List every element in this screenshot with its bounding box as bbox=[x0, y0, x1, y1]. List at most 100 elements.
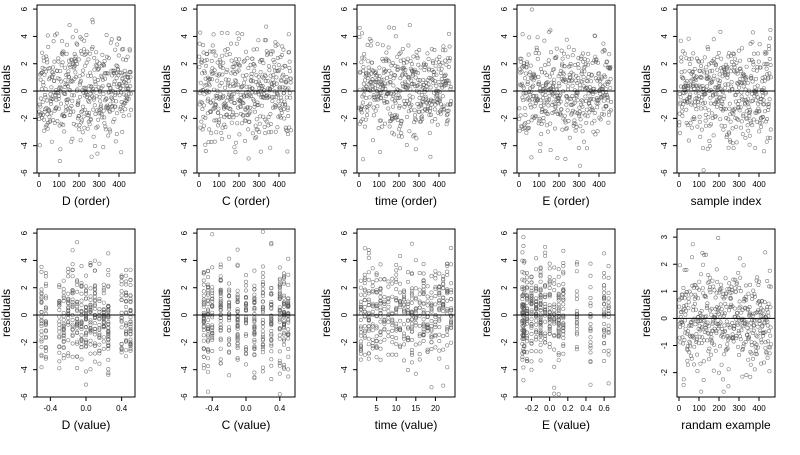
data-point bbox=[275, 92, 280, 97]
data-point bbox=[128, 348, 133, 353]
data-point bbox=[264, 119, 269, 124]
data-point bbox=[425, 284, 430, 289]
data-point bbox=[677, 120, 682, 125]
data-point bbox=[446, 31, 451, 36]
data-point bbox=[719, 326, 724, 331]
data-point bbox=[422, 68, 427, 73]
data-point bbox=[745, 91, 750, 96]
data-point bbox=[248, 109, 253, 114]
data-point bbox=[253, 80, 258, 85]
data-point bbox=[84, 60, 89, 65]
data-point bbox=[518, 59, 523, 64]
data-point bbox=[564, 126, 569, 131]
data-point bbox=[561, 248, 566, 253]
data-point bbox=[602, 327, 607, 332]
data-point bbox=[768, 127, 773, 132]
data-point bbox=[123, 81, 128, 86]
data-point bbox=[206, 339, 211, 344]
data-point bbox=[401, 308, 406, 313]
y-tick-label: 6 bbox=[340, 6, 349, 11]
data-point bbox=[115, 64, 120, 69]
data-point bbox=[751, 117, 756, 122]
data-point bbox=[678, 95, 683, 100]
data-point bbox=[388, 74, 393, 79]
data-point bbox=[767, 36, 772, 41]
data-point bbox=[366, 255, 371, 260]
data-point bbox=[70, 35, 75, 40]
data-point bbox=[128, 326, 133, 331]
x-axis-label: E (value) bbox=[542, 418, 590, 432]
data-point bbox=[445, 332, 450, 337]
data-point bbox=[281, 72, 286, 77]
data-point bbox=[101, 300, 106, 305]
data-point bbox=[725, 346, 730, 351]
data-point bbox=[223, 77, 228, 82]
data-point bbox=[360, 157, 365, 162]
data-point bbox=[411, 54, 416, 59]
data-point bbox=[70, 262, 75, 267]
data-point bbox=[685, 331, 690, 336]
data-point bbox=[706, 324, 711, 329]
data-point bbox=[417, 299, 422, 304]
data-point bbox=[757, 318, 762, 323]
data-point bbox=[97, 316, 102, 321]
data-point bbox=[741, 263, 746, 268]
data-point bbox=[382, 317, 387, 322]
data-point bbox=[682, 296, 687, 301]
data-point bbox=[441, 286, 446, 291]
data-point bbox=[448, 99, 453, 104]
data-point bbox=[277, 360, 282, 365]
data-point bbox=[742, 299, 747, 304]
data-point bbox=[242, 80, 247, 85]
data-point bbox=[717, 81, 722, 86]
data-point bbox=[434, 83, 439, 88]
data-point bbox=[378, 298, 383, 303]
data-point bbox=[401, 297, 406, 302]
data-point bbox=[231, 92, 236, 97]
data-point bbox=[281, 330, 286, 335]
data-point bbox=[556, 95, 561, 100]
data-point bbox=[268, 122, 273, 127]
data-point bbox=[207, 127, 212, 132]
data-point bbox=[386, 304, 391, 309]
data-point bbox=[107, 89, 112, 94]
data-point bbox=[445, 343, 450, 348]
data-point bbox=[697, 279, 702, 284]
data-point bbox=[519, 81, 524, 86]
data-point bbox=[444, 113, 449, 118]
data-point bbox=[538, 274, 543, 279]
data-point bbox=[728, 53, 733, 58]
data-point bbox=[519, 56, 524, 61]
x-tick-label: 0.6 bbox=[599, 404, 611, 413]
data-point bbox=[522, 278, 527, 283]
data-point bbox=[228, 96, 233, 101]
data-point bbox=[717, 79, 722, 84]
data-point bbox=[244, 351, 249, 356]
data-point bbox=[362, 297, 367, 302]
data-point bbox=[409, 291, 414, 296]
data-point bbox=[48, 92, 53, 97]
data-point bbox=[281, 321, 286, 326]
data-point bbox=[66, 320, 71, 325]
data-point bbox=[547, 310, 552, 315]
data-point bbox=[427, 108, 432, 113]
data-point bbox=[227, 325, 232, 330]
data-point bbox=[216, 106, 221, 111]
data-point bbox=[522, 287, 527, 292]
data-point bbox=[279, 52, 284, 57]
x-tick-label: 100 bbox=[532, 180, 546, 189]
data-point bbox=[579, 69, 584, 74]
data-point bbox=[678, 102, 683, 107]
data-point bbox=[425, 310, 430, 315]
data-point bbox=[738, 289, 743, 294]
data-point bbox=[409, 350, 414, 355]
data-point bbox=[63, 78, 68, 83]
data-point bbox=[560, 61, 565, 66]
data-point bbox=[517, 67, 522, 72]
data-point bbox=[59, 79, 64, 84]
data-point bbox=[742, 72, 747, 77]
data-point bbox=[390, 311, 395, 316]
data-point bbox=[372, 97, 377, 102]
data-point bbox=[529, 317, 534, 322]
